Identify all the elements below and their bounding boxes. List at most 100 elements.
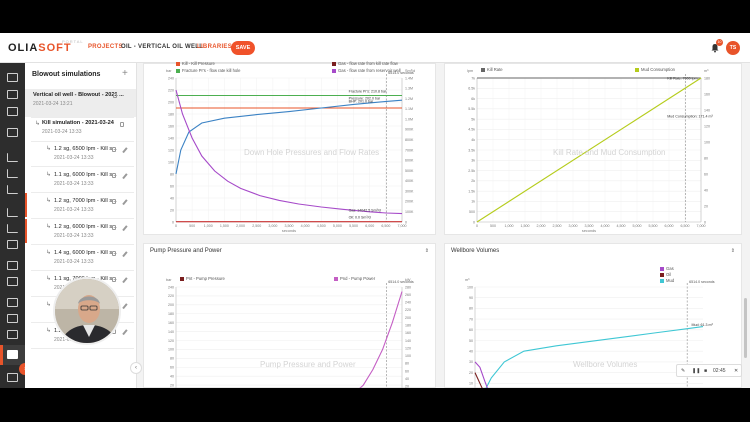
legend-item[interactable]: Mud Consumption xyxy=(635,67,675,72)
downhole-pressures-chart[interactable]: 0 20 40 60 80 100 120 140 160 180 200 220 240 0 100K 20… xyxy=(144,64,437,236)
x-unit-label: seconds xyxy=(282,229,296,233)
scrollbar[interactable] xyxy=(744,298,747,358)
panel-title[interactable]: Pump Pressure and Power xyxy=(150,248,222,254)
y-tick-label: 60 xyxy=(170,184,174,188)
legend-item[interactable]: Fracture Pr's - flow rate kill hole xyxy=(176,68,241,73)
y2-tick-label: 1.0M xyxy=(405,117,413,121)
legend-item[interactable]: Pnt - Pump Pressure xyxy=(180,276,225,281)
y2-tick-label: 280 xyxy=(405,285,411,289)
bell-icon[interactable] xyxy=(710,43,720,53)
edit-icon[interactable] xyxy=(122,173,128,179)
kill-rate-chart[interactable]: 0 500 1k 1.5k 2k 2.5k 3k 3.5k 4k 4.5k 5k 5.5k 6k 6.5k… xyxy=(445,64,743,236)
logo-subtitle: PORTAL xyxy=(62,39,84,44)
trash-icon[interactable] xyxy=(112,173,116,178)
legend-item[interactable]: Gas xyxy=(660,266,674,271)
droplet-icon[interactable] xyxy=(7,298,18,307)
table-icon[interactable] xyxy=(7,240,18,249)
trash-icon[interactable] xyxy=(112,225,116,230)
trash-icon[interactable] xyxy=(112,147,116,152)
add-simulation-icon[interactable]: + xyxy=(122,68,128,79)
trash-icon[interactable] xyxy=(113,93,117,98)
branch-icon: ↳ xyxy=(46,302,52,308)
x-tick-label: 4,500 xyxy=(617,224,626,228)
branch-icon: ↳ xyxy=(46,224,52,230)
expand-icon[interactable]: ⤢ xyxy=(110,368,116,375)
layers-icon[interactable] xyxy=(7,261,18,270)
home-icon[interactable] xyxy=(7,73,18,82)
edit-icon[interactable] xyxy=(122,303,128,309)
pencil-icon[interactable]: ✎ xyxy=(681,368,686,374)
legend-label: Gas - flow rate from reservoir well xyxy=(338,68,401,73)
y-tick-label: 2.5k xyxy=(468,169,475,173)
avatar[interactable]: TS xyxy=(726,41,740,55)
legend-item[interactable]: Mud xyxy=(660,278,674,283)
dropdown-caret-icon[interactable]: ⇕ xyxy=(730,248,735,254)
panel-title[interactable]: Wellbore Volumes xyxy=(451,248,500,254)
y-tick-label: 100 xyxy=(168,160,174,164)
y2-tick-label: 260 xyxy=(405,293,411,297)
legend-item[interactable]: Gas - flow rate from kill rate flow xyxy=(332,61,398,66)
scenario-item-name[interactable]: 1.2 sg, 7000 lpm - Kill s... xyxy=(54,198,117,204)
edit-icon[interactable] xyxy=(122,251,128,257)
histogram-icon[interactable] xyxy=(7,169,18,178)
edit-icon[interactable] xyxy=(122,199,128,205)
y-tick-label: 2k xyxy=(471,179,475,183)
edit-icon[interactable] xyxy=(122,225,128,231)
simulation-name[interactable]: Vertical oil well - Blowout - 2021 ... xyxy=(33,92,124,98)
document-icon[interactable] xyxy=(7,350,18,359)
tools-icon[interactable] xyxy=(7,314,18,323)
pump-pressure-chart[interactable]: 0204060801001201401601802002202400204060… xyxy=(144,244,437,388)
y-tick-label: 100 xyxy=(168,348,174,352)
scenario-item-name[interactable]: 1.4 sg, 6000 lpm - Kill s... xyxy=(54,250,117,256)
legend-item[interactable]: Kill - Kill Pressure xyxy=(176,61,215,66)
legend-item[interactable]: Kill Rate xyxy=(481,67,503,72)
columns-icon[interactable] xyxy=(7,185,18,194)
rig-icon[interactable] xyxy=(7,330,18,339)
dropdown-caret-icon[interactable]: ⇕ xyxy=(424,248,429,254)
line-chart-icon[interactable] xyxy=(7,224,18,233)
grid-icon[interactable] xyxy=(7,90,18,99)
bar-chart-icon[interactable] xyxy=(7,153,18,162)
trash-icon[interactable] xyxy=(120,122,124,127)
save-button[interactable]: SAVE xyxy=(231,41,255,55)
logo[interactable]: OLIASOFT xyxy=(8,42,72,54)
y-tick-label: 1.5k xyxy=(468,189,475,193)
nav-libraries[interactable]: LIBRARIES xyxy=(197,44,233,50)
simulation-date: 2021-03-24 13:21 xyxy=(33,101,73,107)
trash-icon[interactable] xyxy=(112,277,116,282)
trash-icon[interactable] xyxy=(112,251,116,256)
users-icon[interactable] xyxy=(7,373,18,382)
y2-tick-label: 60 xyxy=(704,172,708,176)
edit-icon[interactable] xyxy=(122,277,128,283)
image-icon[interactable] xyxy=(7,128,18,137)
kill-simulation-name[interactable]: Kill simulation - 2021-03-24 xyxy=(42,120,114,126)
y-tick-label: 160 xyxy=(168,124,174,128)
legend-item[interactable]: Oil xyxy=(660,272,671,277)
legend-item[interactable]: Pnd - Pump Power xyxy=(334,276,375,281)
pause-icon[interactable]: ❚❚ xyxy=(692,368,701,374)
folder-icon[interactable] xyxy=(7,107,18,116)
y-tick-label: 90 xyxy=(469,296,473,300)
scenario-item-date: 2021-03-24 13:33 xyxy=(54,181,94,187)
y2-tick-label: 0 xyxy=(405,220,407,224)
edit-icon[interactable] xyxy=(122,329,128,335)
collapse-sidebar-icon[interactable]: ‹ xyxy=(130,362,142,374)
trend-icon[interactable] xyxy=(7,208,18,217)
sliders-icon[interactable] xyxy=(7,277,18,286)
scenario-item-name[interactable]: 1.2 sg, 6000 lpm - Kill s... xyxy=(54,224,117,230)
scenario-item-name[interactable]: 1.2 sg, 6500 lpm - Kill s... xyxy=(54,146,117,152)
edit-icon[interactable] xyxy=(122,147,128,153)
stop-icon[interactable]: ■ xyxy=(704,368,708,374)
legend-swatch xyxy=(334,276,338,281)
nav-projects[interactable]: PROJECTS xyxy=(88,44,123,50)
nav-project-name[interactable]: OIL - VERTICAL OIL WELL xyxy=(121,44,204,50)
divider xyxy=(31,244,134,245)
wellbore-volumes-chart[interactable]: 0102030405060708090100m³6514.0 secondsMu… xyxy=(445,244,743,388)
y2-tick-label: 40 xyxy=(704,188,708,192)
close-icon[interactable]: ✕ xyxy=(734,368,739,374)
y2-tick-label: 40 xyxy=(405,377,409,381)
scenario-item-name[interactable]: 1.1 sg, 6000 lpm - Kill s... xyxy=(54,172,117,178)
legend-item[interactable]: Gas - flow rate from reservoir well xyxy=(332,68,401,73)
trash-icon[interactable] xyxy=(112,199,116,204)
x-unit-label: seconds xyxy=(582,229,596,233)
